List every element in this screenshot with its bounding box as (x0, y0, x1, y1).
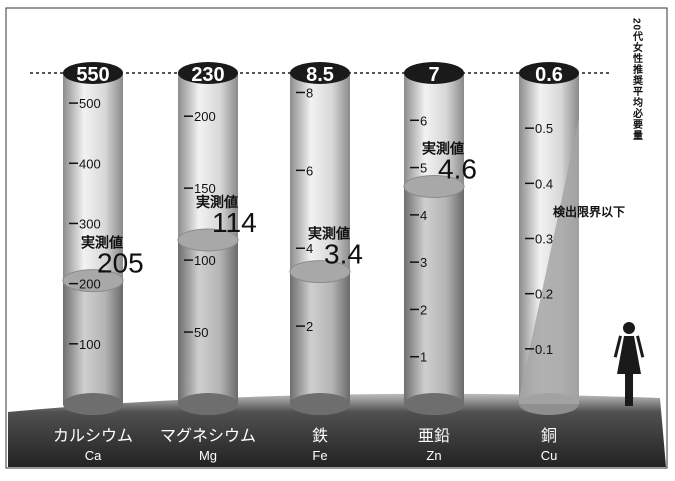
measured-fill-bar (178, 239, 238, 404)
measured-fill-base (404, 393, 464, 415)
tick-label: 100 (194, 253, 216, 268)
below-detection-shade (519, 118, 579, 404)
measured-value-label: 205 (97, 248, 144, 279)
measured-fill-bar (290, 271, 350, 404)
tube-cu: 検出限界以下 0.1 0.2 0.3 0.4 0.5 0.6 銅 Cu (519, 62, 625, 463)
measured-fill-top (289, 260, 351, 284)
tick-label: 1 (420, 350, 427, 365)
tube-cap (178, 62, 238, 84)
tick-label: 6 (306, 163, 313, 178)
measured-value-label: 4.6 (438, 153, 477, 184)
recommended-value-label: 8.5 (306, 64, 334, 86)
measured-fill-top (62, 269, 124, 293)
tick-label: 300 (79, 216, 101, 231)
tick-label: 0.5 (535, 121, 553, 136)
measured-caption: 実測値 (308, 226, 350, 242)
tick-label: 150 (194, 181, 216, 196)
tick-label: 0.3 (535, 232, 553, 247)
tick-label: 4 (306, 241, 313, 256)
tick-label: 500 (79, 96, 101, 111)
tube-cap (404, 62, 464, 84)
female-person-icon (613, 322, 645, 406)
tick-label: 0.2 (535, 287, 553, 302)
measured-fill-bar (404, 186, 464, 404)
mineral-symbol-label: Mg (199, 448, 217, 463)
mineral-name-label: 銅 (541, 427, 557, 445)
mineral-name-label: カルシウム (53, 427, 133, 445)
tick-label: 100 (79, 337, 101, 352)
recommended-value-label: 0.6 (535, 64, 563, 86)
measured-caption: 検出限界以下 (553, 204, 625, 219)
ground (8, 393, 666, 467)
tick-label: 2 (306, 319, 313, 334)
measured-fill-base (290, 393, 350, 415)
tick-label: 4 (420, 208, 427, 223)
mineral-name-label: 亜鉛 (418, 427, 450, 445)
measured-caption: 実測値 (196, 194, 238, 210)
tick-label: 0.4 (535, 176, 553, 191)
mineral-symbol-label: Zn (426, 448, 441, 463)
mineral-symbol-label: Cu (541, 448, 558, 463)
tick-label: 200 (194, 109, 216, 124)
tick-label: 200 (79, 277, 101, 292)
tick-label: 2 (420, 302, 427, 317)
tick-label: 6 (420, 113, 427, 128)
measured-fill-base (63, 393, 123, 415)
tubes-layer: 実測値205100200300400500550カルシウムCa実測値114501… (53, 62, 625, 463)
measured-fill-bar (63, 280, 123, 404)
side-label: 20代女性推奨平均必要量 (631, 18, 644, 141)
measured-fill-top (403, 174, 465, 198)
recommended-value-label: 550 (76, 64, 109, 86)
measured-value-label: 3.4 (324, 239, 363, 270)
tube-cap (290, 62, 350, 84)
mineral-symbol-label: Ca (85, 448, 102, 463)
mineral-name-label: マグネシウム (160, 427, 256, 445)
tick-label: 3 (420, 255, 427, 270)
tick-label: 400 (79, 156, 101, 171)
tick-label: 8 (306, 85, 313, 100)
mineral-symbol-label: Fe (312, 448, 327, 463)
measured-caption: 実測値 (81, 235, 123, 251)
tick-label: 5 (420, 161, 427, 176)
recommended-value-label: 7 (428, 64, 439, 86)
measured-fill-top (177, 228, 239, 252)
tube-cap (519, 62, 579, 84)
tube-cap (63, 62, 123, 84)
measured-value-label: 114 (212, 207, 257, 238)
recommended-value-label: 230 (191, 64, 224, 86)
tick-label: 50 (194, 325, 208, 340)
measured-fill-base (178, 393, 238, 415)
tick-label: 0.1 (535, 342, 553, 357)
measured-caption: 実測値 (422, 140, 464, 156)
mineral-name-label: 鉄 (312, 427, 328, 445)
